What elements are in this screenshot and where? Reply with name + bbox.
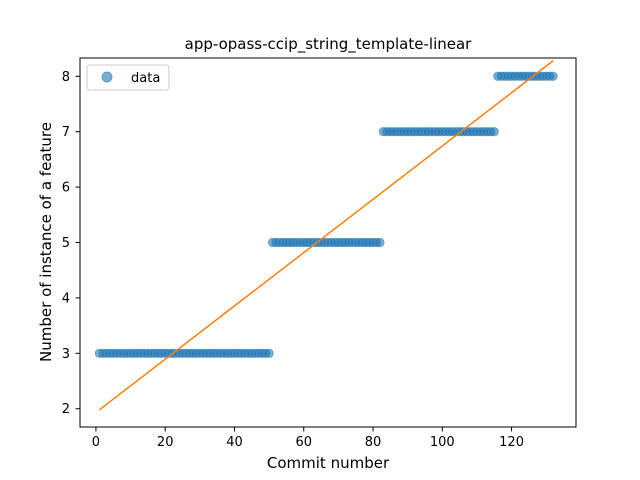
- data-point: [375, 237, 385, 248]
- x-tick-label: 40: [226, 435, 243, 450]
- fit-line: [98, 60, 554, 411]
- lines-layer: [98, 60, 554, 411]
- legend-marker: [101, 71, 113, 83]
- points-layer: [94, 71, 558, 358]
- y-tick-label: 6: [62, 181, 70, 196]
- y-tick-label: 8: [62, 70, 70, 85]
- data-point: [548, 71, 558, 81]
- y-axis: 2 3 4 5 6 7 8: [62, 70, 80, 417]
- x-tick-label: 80: [365, 435, 382, 450]
- x-tick-label: 120: [499, 435, 524, 450]
- y-tick-label: 5: [62, 236, 70, 251]
- data-point: [489, 127, 499, 137]
- x-axis: 0 20 40 60 80 100 120: [92, 427, 524, 450]
- legend-label: data: [131, 71, 160, 86]
- legend: data: [86, 64, 170, 91]
- legend-box: [86, 64, 170, 91]
- x-axis-title: Commit number: [267, 454, 390, 472]
- x-tick-label: 0: [92, 435, 100, 450]
- chart-title: app-opass-ccip_string_template-linear: [185, 35, 472, 54]
- y-tick-label: 4: [62, 291, 70, 306]
- y-tick-label: 2: [62, 402, 70, 417]
- x-tick-label: 20: [157, 435, 174, 450]
- y-tick-label: 7: [62, 125, 70, 140]
- y-axis-title: Number of instance of a feature: [37, 122, 55, 362]
- x-tick-label: 60: [295, 435, 312, 450]
- y-tick-label: 3: [62, 347, 70, 362]
- x-tick-label: 100: [430, 435, 455, 450]
- data-point: [264, 348, 274, 358]
